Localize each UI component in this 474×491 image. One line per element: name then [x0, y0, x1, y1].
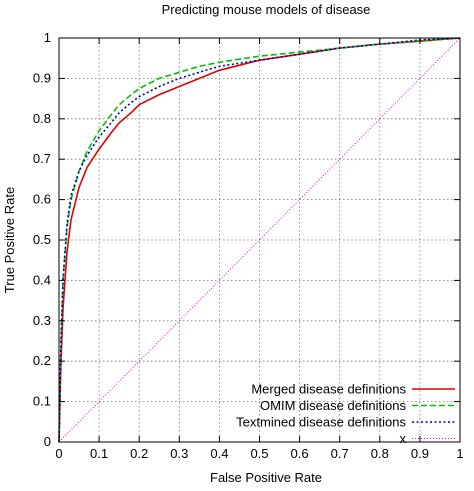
chart-title: Predicting mouse models of disease [162, 2, 371, 17]
x-tick-label: 0 [55, 446, 62, 461]
series-line-1 [58, 37, 461, 443]
x-tick-label: 0.8 [371, 446, 389, 461]
x-tick-label: 0.6 [291, 446, 309, 461]
legend-label: OMIM disease definitions [260, 398, 406, 413]
y-tick-label: 0.7 [33, 151, 51, 166]
axis-ticks: 0 0.1 0.2 0.3 0.4 0.5 0.6 0.7 0.8 0.9 1 0 0.1 0.2 0.3 0… [33, 30, 464, 461]
y-tick-label: 0.2 [33, 353, 51, 368]
x-axis-title: False Positive Rate [210, 470, 322, 485]
x-tick-label: 0.9 [411, 446, 429, 461]
series-lines [58, 37, 461, 443]
series-line-4 [58, 37, 461, 443]
y-tick-label: 1 [44, 30, 51, 45]
series-line-2 [58, 37, 461, 443]
x-tick-label: 1 [456, 446, 463, 461]
y-axis-title: True Positive Rate [2, 187, 17, 293]
x-tick-label: 0.7 [331, 446, 349, 461]
legend-label: Textmined disease definitions [236, 415, 406, 430]
y-tick-label: 0.6 [33, 192, 51, 207]
legend-label: Merged disease definitions [251, 382, 406, 397]
x-tick-label: 0.2 [130, 446, 148, 461]
y-tick-label: 0.4 [33, 272, 51, 287]
y-tick-label: 0.8 [33, 111, 51, 126]
x-tick-label: 0.4 [210, 446, 228, 461]
x-tick-label: 0.3 [170, 446, 188, 461]
x-tick-label: 0.1 [90, 446, 108, 461]
y-tick-label: 0 [44, 434, 51, 449]
legend-label: x [400, 431, 407, 446]
grid-lines [59, 38, 460, 442]
y-tick-label: 0.1 [33, 394, 51, 409]
y-tick-label: 0.5 [33, 232, 51, 247]
y-tick-label: 0.3 [33, 313, 51, 328]
series-line-3 [58, 37, 461, 443]
y-tick-label: 0.9 [33, 70, 51, 85]
x-tick-label: 0.5 [250, 446, 268, 461]
